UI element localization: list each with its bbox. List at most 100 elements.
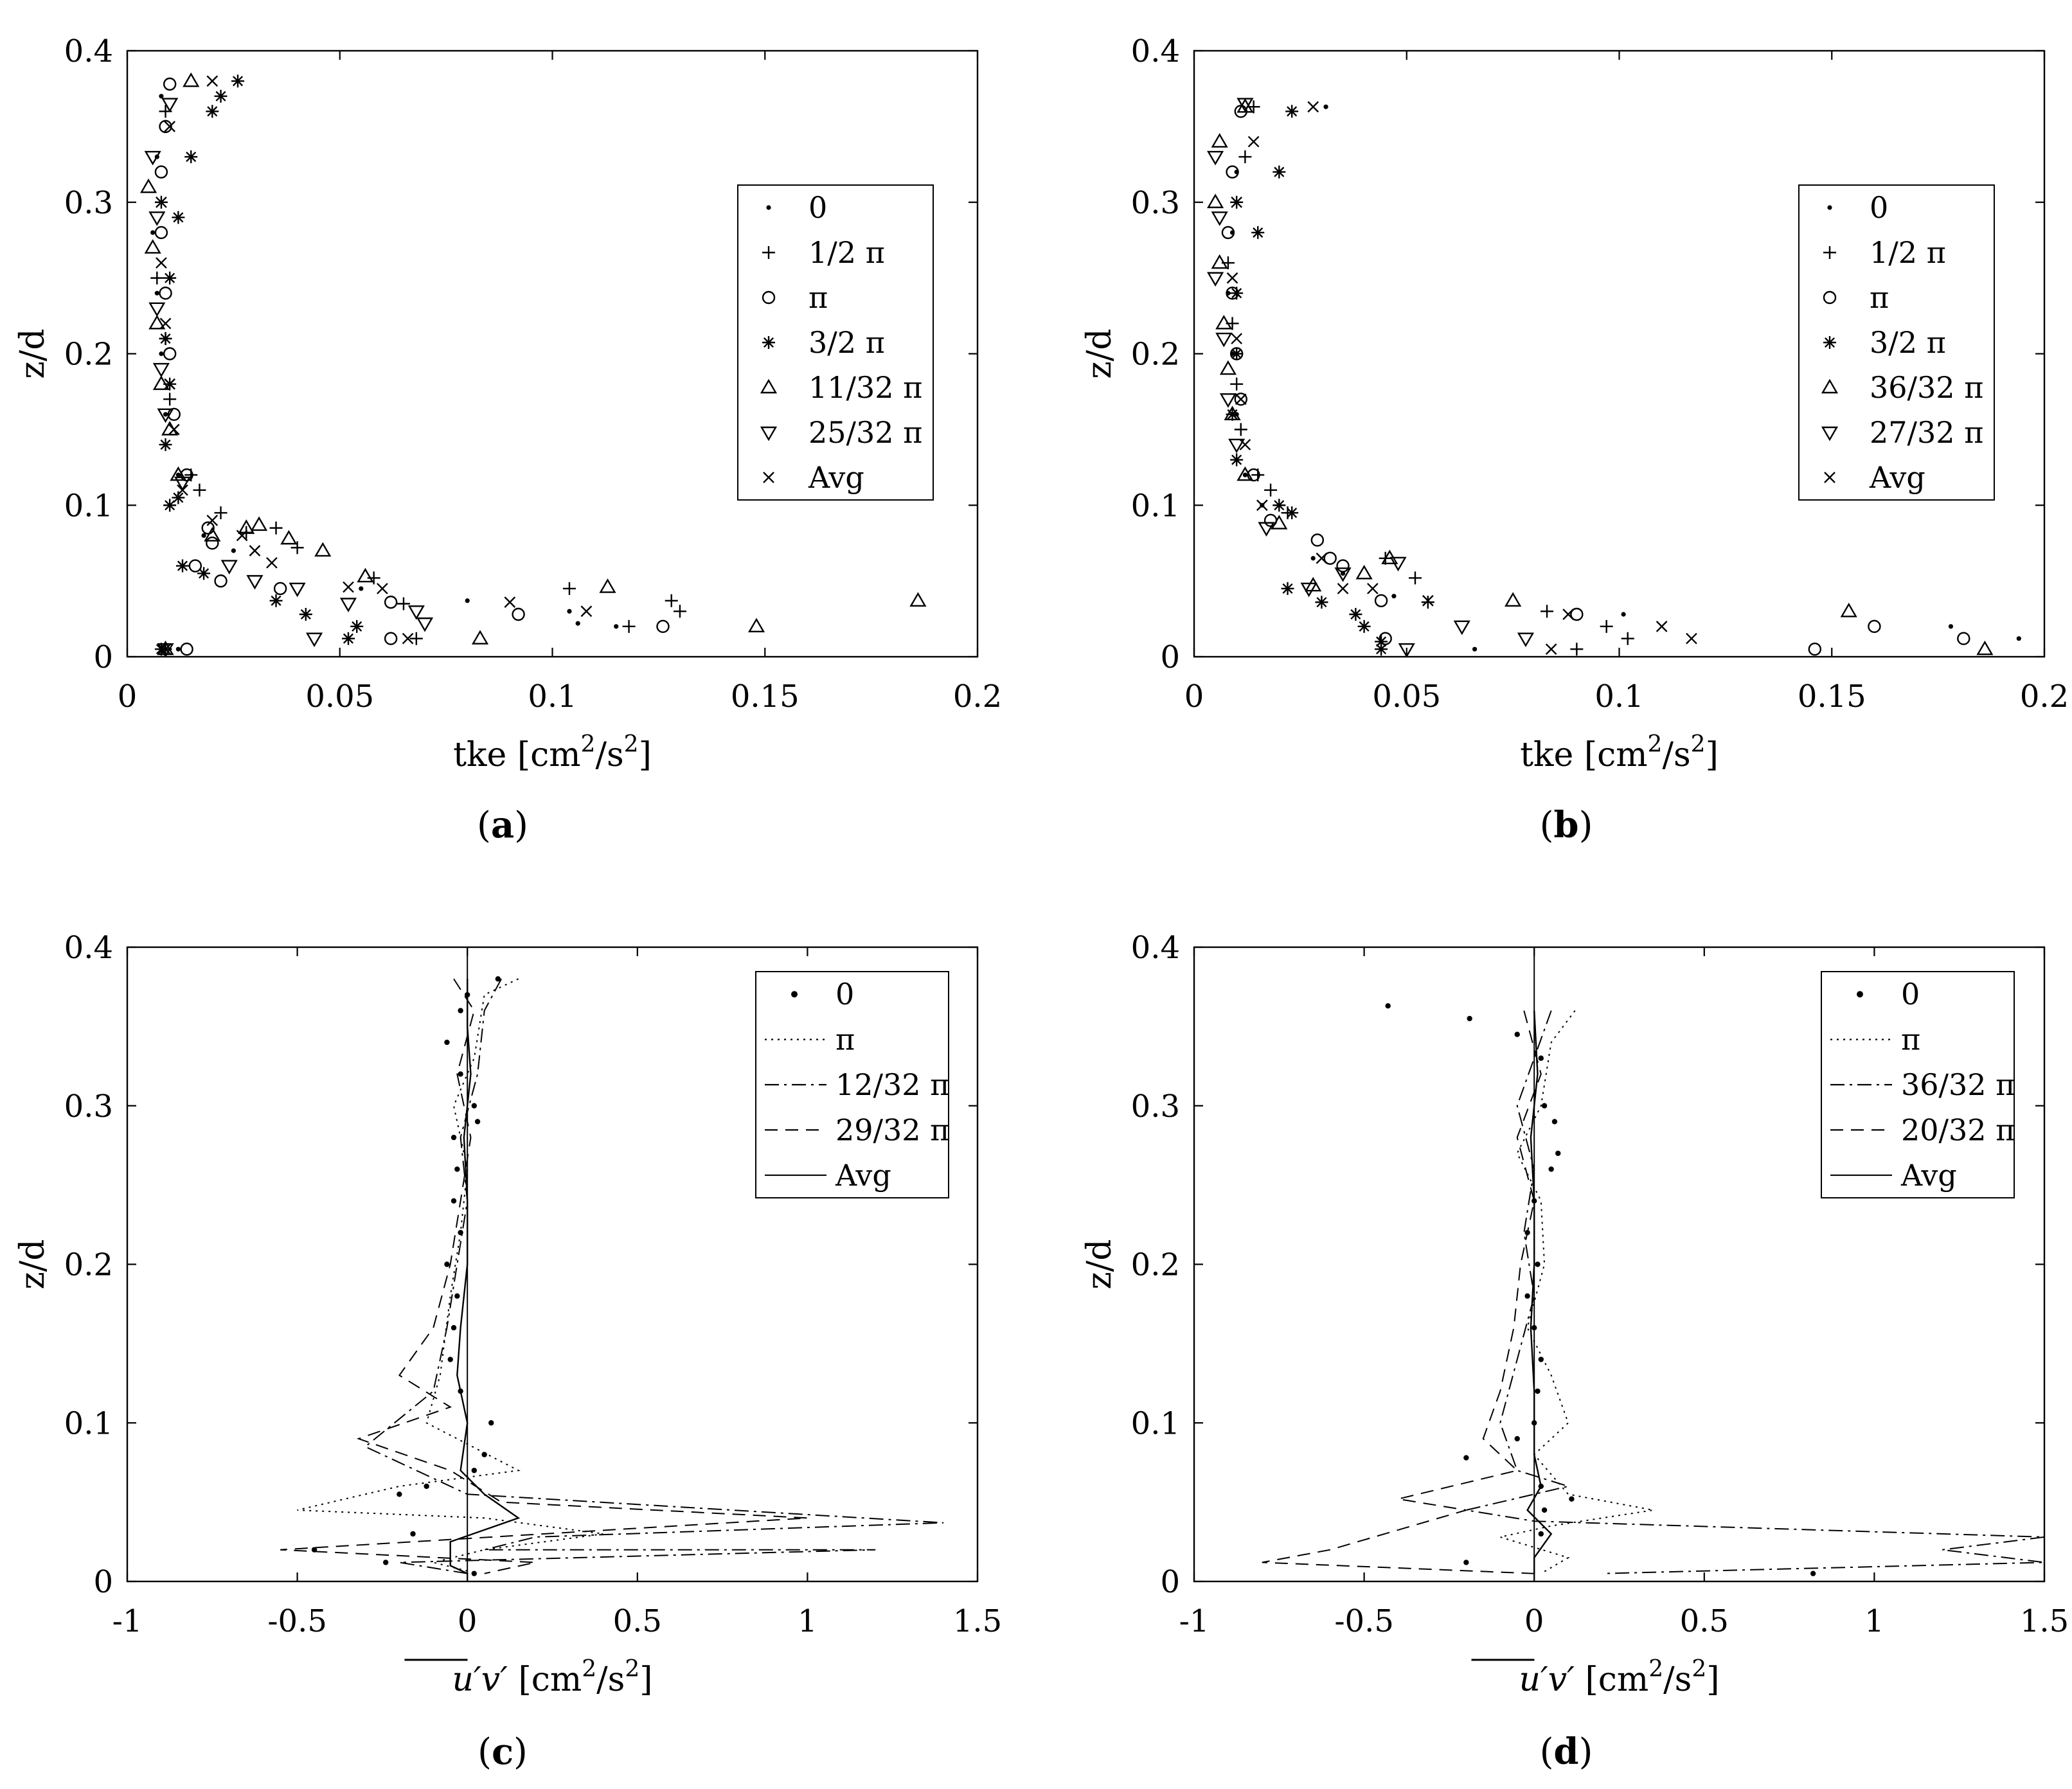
data-point-star xyxy=(163,271,177,285)
data-point-star xyxy=(1285,506,1299,520)
data-point-triangle-down xyxy=(1219,393,1237,408)
data-point-triangle-down xyxy=(289,582,306,598)
legend-entry: 3/2 π xyxy=(808,325,885,360)
data-point-triangle-down xyxy=(1398,643,1415,657)
data-point-circle xyxy=(656,619,670,634)
data-point-dot xyxy=(159,351,164,357)
x-tick-label: -0.5 xyxy=(1334,1603,1394,1639)
data-point xyxy=(1555,1150,1561,1156)
y-tick-label: 0.1 xyxy=(1131,488,1180,524)
data-point-star xyxy=(1230,453,1244,467)
data-point-triangle-down xyxy=(1300,582,1317,598)
y-tick-label: 0 xyxy=(1160,1564,1180,1600)
data-point-plus xyxy=(1621,632,1634,645)
data-point-triangle-up xyxy=(471,630,489,645)
legend-entry: 0 xyxy=(808,190,827,225)
data-point-triangle-down xyxy=(157,408,174,423)
data-point-triangle-up xyxy=(1237,466,1254,481)
data-point xyxy=(1385,1003,1391,1009)
data-point-x xyxy=(580,605,593,618)
data-point-plus xyxy=(290,541,304,555)
x-tick-label: 0.5 xyxy=(1680,1603,1729,1639)
panel-caption: (c) xyxy=(478,1731,528,1773)
data-point-circle xyxy=(1310,533,1325,547)
data-point-plus xyxy=(163,393,177,406)
legend-entry: Avg xyxy=(808,460,864,495)
data-point-dot xyxy=(359,586,364,591)
data-point-triangle-up xyxy=(139,178,157,193)
data-point-dot xyxy=(1948,624,1954,629)
data-point-triangle-up xyxy=(148,314,166,330)
legend-box xyxy=(1821,971,2015,1198)
data-point-triangle-down xyxy=(144,150,161,166)
data-layer xyxy=(1262,1003,2044,1576)
data-point-triangle-up xyxy=(250,516,268,531)
data-point-x xyxy=(1231,333,1242,344)
data-point-x xyxy=(1247,136,1260,148)
data-point-star xyxy=(1315,596,1328,609)
chart-panel-a: 0 0.05 0.1 0.15 0.2 0 0.1 0.2 0.3 0.4 0 1/2 π π 3/2 π… xyxy=(13,33,1002,846)
legend-marker xyxy=(760,378,778,394)
data-point xyxy=(471,1468,477,1473)
legend-marker xyxy=(766,205,771,210)
panel-caption: (a) xyxy=(477,804,528,846)
data-point xyxy=(1467,1015,1472,1022)
data-point-triangle-down xyxy=(1389,556,1407,572)
y-axis-label: z/d xyxy=(1080,328,1119,378)
legend-entry: 12/32 π xyxy=(835,1067,949,1102)
data-point-star xyxy=(206,105,219,118)
data-point-x xyxy=(164,121,175,132)
legend-marker xyxy=(760,426,778,441)
data-point-triangle-up xyxy=(1219,360,1237,375)
data-point-dot xyxy=(1310,556,1316,561)
data-point-triangle-down xyxy=(339,598,357,612)
data-point xyxy=(474,1119,481,1125)
data-point-plus xyxy=(367,571,380,585)
data-point xyxy=(1514,1436,1520,1442)
y-tick-label: 0.3 xyxy=(1131,185,1180,221)
data-point-triangle-down xyxy=(220,560,238,574)
legend-entry: 36/32 π xyxy=(1901,1067,2015,1102)
data-point-star xyxy=(197,567,211,580)
data-point-plus xyxy=(1408,571,1422,585)
data-point-x xyxy=(1316,552,1328,564)
x-tick-label: 1 xyxy=(1864,1603,1884,1639)
legend-entry: 0 xyxy=(835,977,854,1011)
data-point-plus xyxy=(1264,483,1278,497)
legend-marker xyxy=(762,290,776,305)
data-point-star xyxy=(1375,643,1388,656)
data-point-triangle-up xyxy=(599,578,616,593)
data-point-triangle-down xyxy=(148,211,166,226)
data-point-dot xyxy=(1472,646,1478,652)
data-point-triangle-up xyxy=(204,527,221,542)
data-point-circle xyxy=(188,559,202,573)
data-point-triangle-down xyxy=(416,617,434,632)
data-point-circle xyxy=(206,536,219,550)
data-point xyxy=(1463,1455,1469,1461)
legend-entry: π xyxy=(835,1022,855,1057)
data-point xyxy=(410,1531,416,1537)
data-point-dot xyxy=(201,533,206,538)
y-tick-label: 0 xyxy=(93,639,113,675)
series-line-dotted xyxy=(1497,1010,1654,1574)
data-point-circle xyxy=(154,226,168,240)
data-point-triangle-up xyxy=(170,466,187,481)
data-point-plus xyxy=(665,594,678,607)
x-axis-label: tke [cm2/s2] xyxy=(1520,731,1719,774)
data-point-x xyxy=(266,556,278,569)
data-point-star xyxy=(175,559,189,573)
data-point-x xyxy=(402,632,414,645)
data-point-circle xyxy=(1374,594,1388,607)
y-tick-label: 0 xyxy=(1160,639,1180,675)
y-axis-label: z/d xyxy=(13,328,52,378)
data-point-triangle-up xyxy=(238,519,255,534)
x-tick-label: 1.5 xyxy=(953,1603,1002,1639)
x-tick-label: 0.1 xyxy=(1594,679,1643,715)
data-point-star xyxy=(1251,226,1265,239)
data-point xyxy=(1569,1496,1575,1502)
data-point-triangle-down xyxy=(161,98,179,112)
data-point-x xyxy=(236,530,248,542)
y-tick-label: 0.1 xyxy=(1131,1405,1180,1441)
data-point-dot xyxy=(163,412,168,417)
data-point-triangle-down xyxy=(152,362,170,378)
